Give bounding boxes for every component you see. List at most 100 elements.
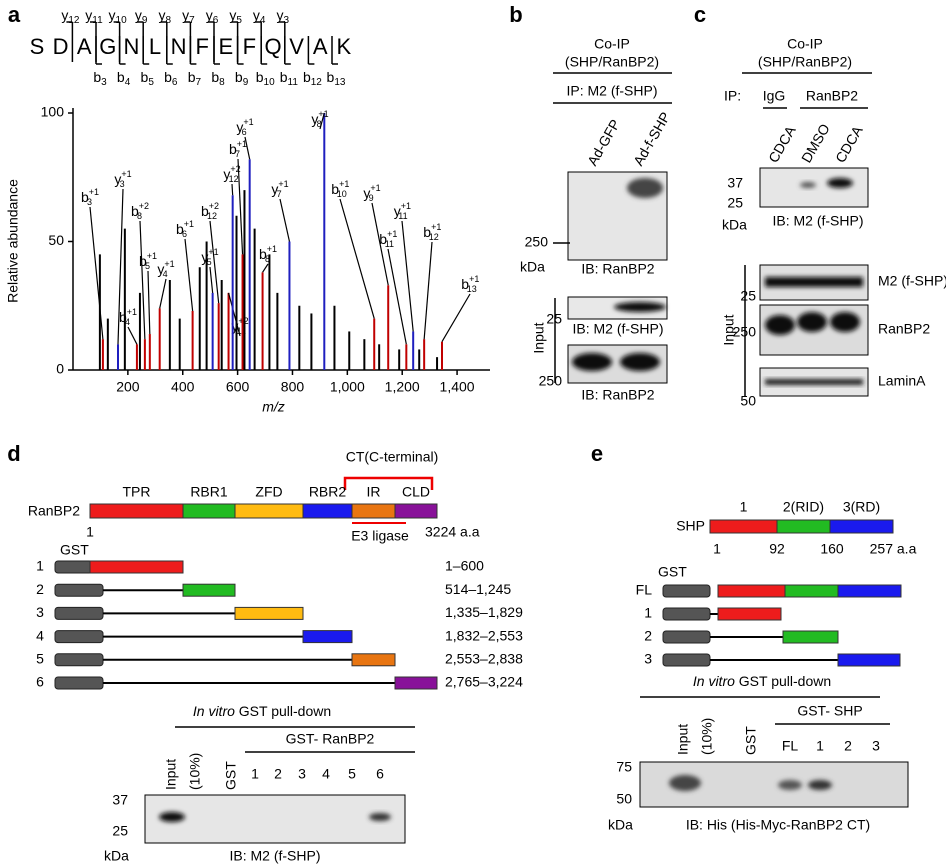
domain bbox=[837, 653, 901, 667]
y-ion-label: y9 bbox=[135, 7, 148, 26]
band bbox=[765, 379, 863, 385]
y-ion-label: y11 bbox=[85, 7, 103, 26]
label-leader bbox=[319, 112, 325, 130]
peak-label: b+2 8 bbox=[131, 201, 149, 221]
lane-label: Input bbox=[163, 759, 179, 790]
ion-charge: +1 bbox=[370, 183, 380, 193]
ion: y bbox=[236, 119, 243, 135]
blot bbox=[759, 167, 869, 208]
domain-label: 1 bbox=[740, 499, 748, 515]
heading: GST- SHP bbox=[797, 703, 862, 719]
label-leader bbox=[279, 198, 291, 242]
blot-label: IB: His (His-Myc-RanBP2 CT) bbox=[686, 817, 870, 833]
heading: Co-IP bbox=[594, 36, 630, 52]
ion-index: 7 bbox=[277, 189, 282, 199]
construct-number: 1 bbox=[36, 558, 44, 574]
lane-label: Input bbox=[675, 724, 691, 755]
heading: Co-IP bbox=[787, 36, 823, 52]
heading: (SHP/RanBP2) bbox=[758, 54, 852, 70]
tag-label: GST bbox=[658, 564, 687, 580]
pulldown-title: In vitro GST pull-down bbox=[193, 703, 331, 719]
band bbox=[765, 277, 863, 287]
residue: K bbox=[336, 34, 351, 59]
label-leader bbox=[139, 220, 146, 340]
ion-charge: +1 bbox=[121, 169, 131, 179]
ion-index: 12 bbox=[311, 77, 323, 88]
ion: y bbox=[394, 203, 401, 219]
ion: b bbox=[379, 231, 387, 247]
ion-charge: +2 bbox=[230, 164, 240, 174]
band bbox=[830, 312, 860, 332]
construct-number: 4 bbox=[36, 627, 44, 643]
gst-tag bbox=[662, 607, 711, 621]
position: 3224 a.a bbox=[425, 524, 480, 540]
gst-tag bbox=[54, 606, 104, 620]
label-leader bbox=[339, 198, 375, 319]
ion: y bbox=[157, 261, 164, 277]
domain bbox=[394, 676, 438, 690]
residue: L bbox=[149, 34, 161, 59]
ion-charge: +1 bbox=[184, 219, 194, 229]
domain bbox=[234, 606, 304, 620]
peak-label: y+1 7 bbox=[271, 179, 288, 199]
b-ion-label: b7 bbox=[188, 69, 202, 88]
peak-label: b+1 11 bbox=[379, 229, 397, 249]
ion-index: 5 bbox=[148, 77, 154, 88]
ion-index: 8 bbox=[137, 211, 142, 221]
unit: kDa bbox=[722, 217, 747, 233]
b-ion-label: b11 bbox=[280, 69, 299, 88]
ion-charge: +2 bbox=[209, 201, 219, 211]
domain bbox=[302, 630, 353, 644]
marker: 37 bbox=[112, 792, 128, 808]
label-leader bbox=[262, 263, 269, 273]
ion-index: 7 bbox=[189, 15, 195, 26]
band bbox=[159, 812, 185, 822]
peak-label: b+1 12 bbox=[423, 222, 441, 242]
ion: b bbox=[331, 181, 339, 197]
blot-label: RanBP2 bbox=[878, 321, 930, 337]
marker: 25 bbox=[546, 311, 562, 327]
heading: GST- RanBP2 bbox=[286, 731, 375, 747]
lane-label: 5 bbox=[348, 766, 356, 782]
band bbox=[808, 780, 832, 790]
ion: y bbox=[311, 111, 318, 127]
ion: y bbox=[182, 7, 189, 23]
domain bbox=[351, 653, 396, 667]
panel-letter: e bbox=[591, 441, 603, 466]
ion-charge: +1 bbox=[267, 244, 277, 254]
ion-index: 6 bbox=[172, 77, 178, 88]
domain-label: ZFD bbox=[255, 484, 282, 500]
marker: 250 bbox=[733, 324, 757, 340]
domain bbox=[717, 607, 782, 621]
ion-index: 9 bbox=[369, 193, 374, 203]
construct-label: 3 bbox=[644, 651, 652, 667]
residue: E bbox=[218, 34, 233, 59]
ion-charge: +1 bbox=[278, 179, 288, 189]
lane-label: (10%) bbox=[699, 718, 715, 755]
ion-index: 3 bbox=[101, 77, 107, 88]
gst-tag bbox=[54, 630, 104, 644]
tag-label: GST bbox=[60, 542, 89, 558]
ion-charge: +1 bbox=[164, 259, 174, 269]
construct-number: 3 bbox=[36, 604, 44, 620]
ion: y bbox=[85, 7, 92, 23]
ion-index: 9 bbox=[142, 15, 148, 26]
marker: 250 bbox=[525, 234, 549, 250]
ion-index: 9 bbox=[243, 77, 249, 88]
label-leader bbox=[184, 238, 194, 311]
peak-label: b+2 12 bbox=[201, 201, 219, 221]
peak-label: b+1 10 bbox=[331, 179, 349, 199]
heading: (SHP/RanBP2) bbox=[565, 54, 659, 70]
gst-tag bbox=[662, 584, 711, 598]
heading: IgG bbox=[763, 88, 786, 104]
construct-range: 514–1,245 bbox=[445, 581, 511, 597]
ion: b bbox=[229, 141, 237, 157]
label-leader bbox=[127, 326, 138, 345]
gst-tag bbox=[662, 653, 711, 667]
ion: y bbox=[253, 7, 260, 23]
band bbox=[620, 353, 660, 371]
label-leader bbox=[89, 206, 104, 340]
text: GST pull-down bbox=[235, 703, 331, 719]
lane-label: GST bbox=[743, 726, 759, 755]
ion: y bbox=[231, 318, 238, 334]
